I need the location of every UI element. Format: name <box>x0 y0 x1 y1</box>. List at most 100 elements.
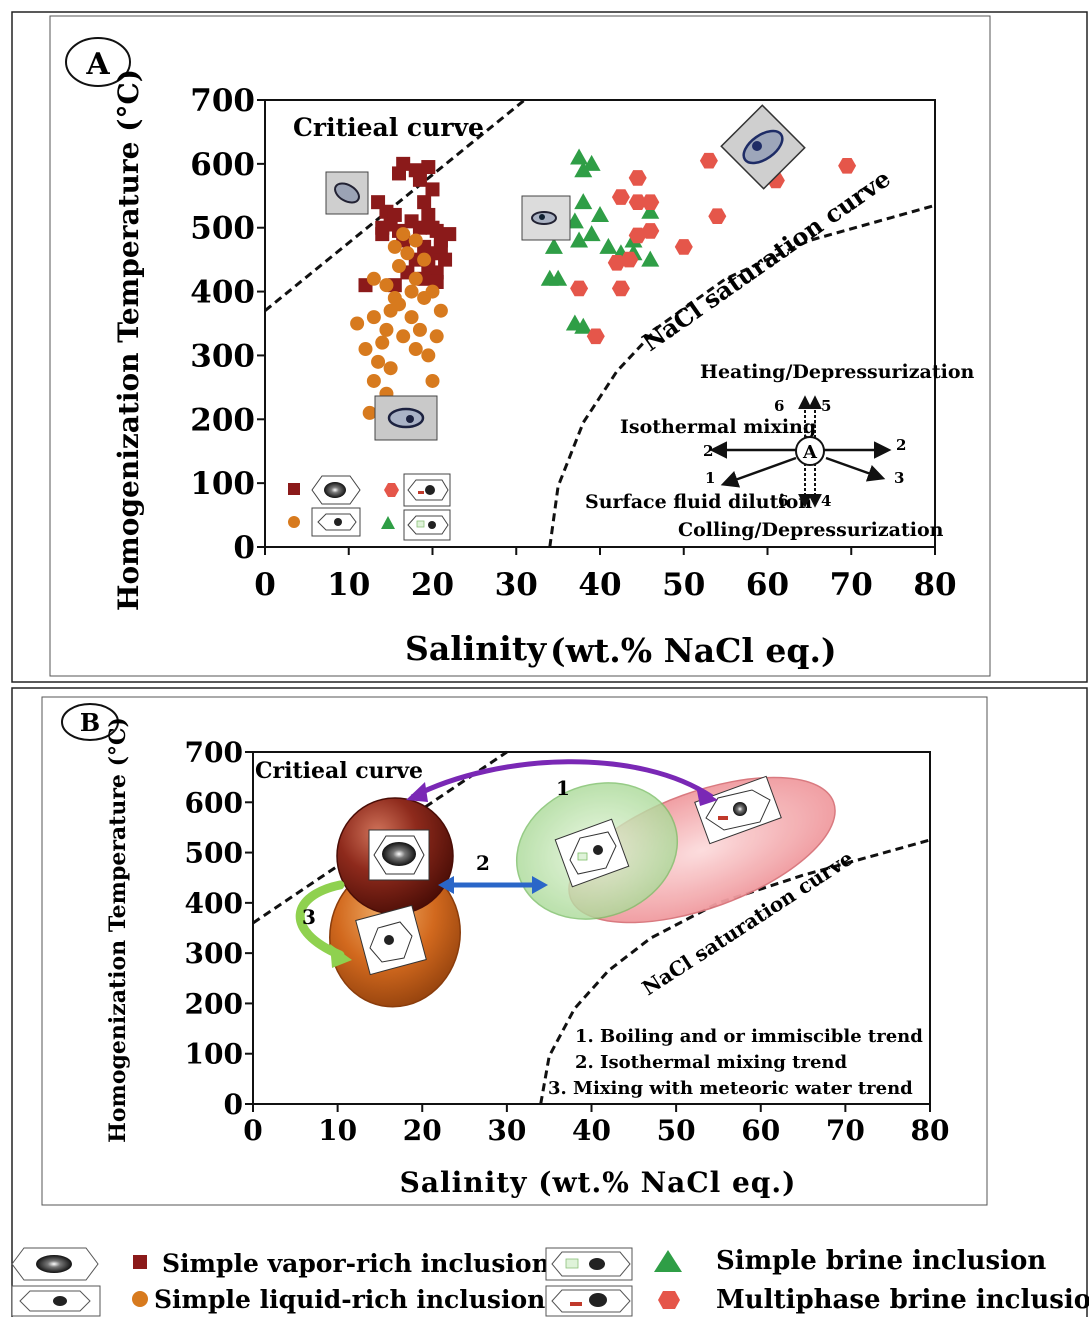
simple-brine-point <box>544 237 563 254</box>
legend-brine-marker <box>381 516 395 529</box>
panel-a-critical-curve <box>264 98 526 312</box>
legend-simple-brine-icon <box>545 1247 633 1281</box>
simple-brine-point <box>599 237 618 254</box>
arrow-number-2-left: 2 <box>703 442 713 460</box>
panel-b-x-tick-label: 60 <box>741 1114 780 1147</box>
arrow-dilution <box>720 456 797 488</box>
multiphase-brine-point <box>838 158 857 174</box>
panel-a-x-tick-label: 70 <box>830 567 873 603</box>
vapor-rich-point <box>417 195 432 210</box>
simple-brine-point <box>591 205 609 222</box>
liquid-rich-point <box>366 373 381 388</box>
legend-liquid-rich-marker <box>132 1291 148 1307</box>
simple-brine-point <box>582 225 601 242</box>
legend-liquid-rich-label: Simple liquid-rich inclusion <box>154 1285 545 1314</box>
panel-b-x-tick-label: 30 <box>487 1114 526 1147</box>
multiphase-brine-point <box>628 194 647 210</box>
legend-simple-brine-label: Simple brine inclusion <box>716 1246 1046 1276</box>
multiphase-brine-point <box>699 152 718 169</box>
arrow-number-5: 5 <box>821 397 831 415</box>
panel-b-y-tick-label: 600 <box>185 786 243 819</box>
panel-a-x-tick-label: 0 <box>254 567 276 603</box>
simple-brine-point <box>570 231 589 248</box>
panel-b-outer-frame <box>11 687 1088 1317</box>
simple-brine-point <box>574 161 593 178</box>
panel-a-x-tick-label: 50 <box>662 567 705 603</box>
panel-b-x-tick-label: 50 <box>657 1114 696 1147</box>
nacl-saturation-label: NaCl saturation curve <box>637 163 896 356</box>
isothermal-trend-arrowhead-left <box>438 876 454 894</box>
liquid-rich-point <box>387 290 402 305</box>
panel-b-y-tick-label: 500 <box>185 837 243 870</box>
multiphase-brine-point <box>674 239 693 255</box>
liquid-rich-point <box>408 233 423 248</box>
panel-a-data-points <box>350 148 857 420</box>
panel-a-y-tick-label: 500 <box>190 211 255 247</box>
cooling-depressurization-label: Colling/Depressurization <box>678 519 944 541</box>
panel-b-x-tick-label: 0 <box>243 1114 262 1147</box>
legend-vapor-rich-icon <box>11 1247 99 1281</box>
panel-a-x-axis-title-unit: (wt.% NaCl eq.) <box>550 631 837 670</box>
liquid-rich-point <box>396 329 411 344</box>
panel-b-x-tick-label: 40 <box>572 1114 611 1147</box>
arrow-number-4: 4 <box>821 492 831 510</box>
panel-b-x-tick-label: 10 <box>318 1114 357 1147</box>
legend-brine-inclusion-icon <box>403 509 451 541</box>
panel-a-nacl-saturation-curve <box>548 203 936 548</box>
legend-vapor-inclusion-icon <box>311 475 361 505</box>
arrow-number-6-bottom: 6 <box>778 492 788 510</box>
multiphase-brine-point <box>586 328 605 345</box>
trend-legend-2: 2. Isothermal mixing trend <box>575 1052 847 1073</box>
vapor-rich-point <box>375 220 390 235</box>
panel-a-x-tick-label: 80 <box>913 567 956 603</box>
panel-b-y-tick-label: 700 <box>185 736 243 769</box>
panel-b-y-tick-label: 100 <box>185 1038 243 1071</box>
liquid-rich-point <box>425 284 440 299</box>
heating-depressurization-label: Heating/Depressurization <box>700 361 975 383</box>
panel-a-y-axis: 0 100 200 300 400 500 600 700 <box>190 83 265 566</box>
panel-b-y-tick-label: 300 <box>185 937 243 970</box>
liquid-rich-point <box>366 271 381 286</box>
liquid-rich-point <box>412 322 427 337</box>
panel-b-curves <box>252 750 931 1105</box>
panel-a-y-tick-label: 300 <box>190 338 255 374</box>
liquid-rich-point <box>400 246 415 261</box>
meteoric-mixing-trend-arrow <box>295 880 345 960</box>
legend-multiphase-marker <box>384 483 399 497</box>
multiphase-brine-point <box>570 280 589 297</box>
liquid-rich-point <box>429 329 444 344</box>
critical-curve-label: Critieal curve <box>293 113 484 142</box>
vapor-rich-point <box>425 182 440 197</box>
multiphase-brine-point <box>628 170 647 186</box>
trend-legend-3: 3. Mixing with meteoric water trend <box>548 1078 913 1099</box>
simple-brine-point <box>641 250 660 267</box>
vapor-inclusion-sketch-icon <box>368 829 430 881</box>
simple-brine-point <box>641 202 660 219</box>
legend-multiphase-brine-marker <box>658 1291 680 1309</box>
panel-a-y-tick-label: 700 <box>190 83 255 119</box>
simple-brine-point <box>582 154 601 171</box>
liquid-rich-point <box>421 348 436 363</box>
legend-vapor-marker <box>288 483 300 495</box>
liquid-rich-point <box>387 239 402 254</box>
multiphase-brine-point <box>641 194 660 210</box>
liquid-rich-point <box>408 342 423 357</box>
panel-a-outer-frame <box>11 11 1088 683</box>
trend-legend-1: 1. Boiling and or immiscible trend <box>575 1026 923 1047</box>
panel-a-x-tick-label: 20 <box>411 567 454 603</box>
multiphase-brine-point <box>641 223 660 239</box>
panel-b-y-tick-label: 0 <box>224 1088 243 1121</box>
trend-number-3: 3 <box>302 905 316 929</box>
legend-liquid-inclusion-icon <box>311 507 361 537</box>
legend-liquid-rich-icon <box>11 1285 101 1317</box>
boiling-trend-arrowhead-right <box>696 786 718 806</box>
panel-a-y-axis-title: Homogenization Temperature (°C) <box>112 69 145 611</box>
liquid-rich-point <box>379 322 394 337</box>
legend-vapor-rich-label: Simple vapor-rich inclusion <box>162 1249 550 1278</box>
vapor-rich-point <box>425 220 440 235</box>
panel-a-x-tick-label: 40 <box>578 567 621 603</box>
trend-number-2: 2 <box>476 851 490 875</box>
panel-a-inner-frame <box>49 15 991 677</box>
legend-multiphase-brine-label: Multiphase brine inclusion <box>716 1285 1089 1315</box>
panel-a-x-axis-title-main: Salinity <box>405 629 547 668</box>
